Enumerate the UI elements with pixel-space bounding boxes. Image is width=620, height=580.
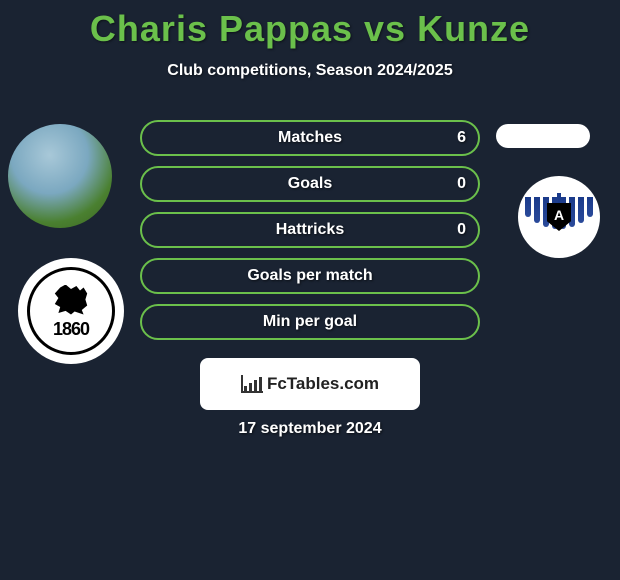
stats-list: Matches 6 Goals 0 Hattricks 0 Goals per … bbox=[140, 120, 480, 350]
lion-icon bbox=[49, 283, 93, 317]
footer-brand-box: FcTables.com bbox=[200, 358, 420, 410]
page-title: Charis Pappas vs Kunze bbox=[0, 0, 620, 50]
stat-label: Goals bbox=[288, 175, 332, 193]
stat-value: 0 bbox=[457, 175, 466, 193]
club-left-badge: 1860 bbox=[18, 258, 124, 364]
stat-value: 0 bbox=[457, 221, 466, 239]
stat-row: Goals per match bbox=[140, 258, 480, 294]
player-right-avatar bbox=[496, 124, 590, 148]
club-right-badge: A bbox=[518, 176, 600, 258]
club-left-year: 1860 bbox=[53, 319, 89, 340]
stat-label: Min per goal bbox=[263, 313, 357, 331]
stat-row: Hattricks 0 bbox=[140, 212, 480, 248]
subtitle: Club competitions, Season 2024/2025 bbox=[0, 62, 620, 80]
footer-brand-text: FcTables.com bbox=[267, 374, 379, 394]
stat-value: 6 bbox=[457, 129, 466, 147]
stat-row: Min per goal bbox=[140, 304, 480, 340]
stat-row: Goals 0 bbox=[140, 166, 480, 202]
date-label: 17 september 2024 bbox=[0, 420, 620, 438]
player-left-avatar bbox=[8, 124, 112, 228]
stat-label: Hattricks bbox=[276, 221, 344, 239]
chart-icon bbox=[241, 375, 263, 393]
stat-label: Goals per match bbox=[247, 267, 372, 285]
stat-label: Matches bbox=[278, 129, 342, 147]
shield-letter: A bbox=[554, 207, 564, 223]
stat-row: Matches 6 bbox=[140, 120, 480, 156]
